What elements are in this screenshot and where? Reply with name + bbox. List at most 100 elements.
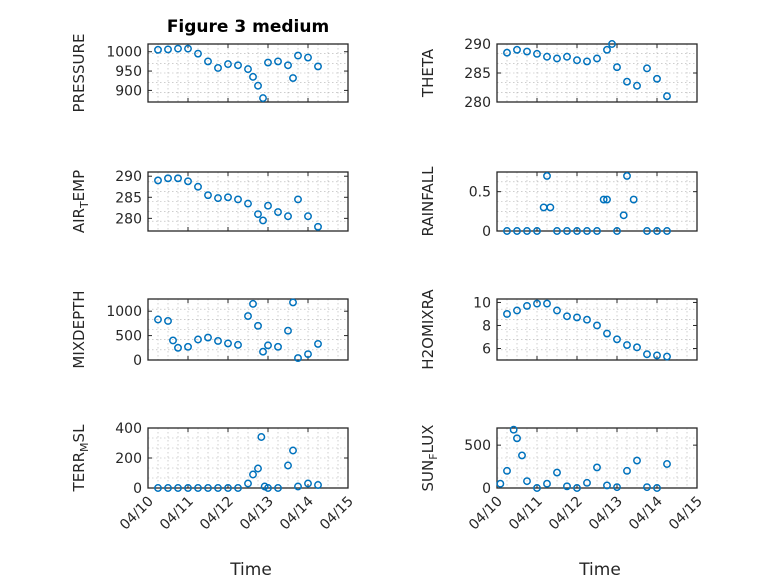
data-point bbox=[553, 306, 561, 315]
data-point bbox=[214, 484, 222, 492]
data-point bbox=[294, 51, 302, 60]
data-point bbox=[184, 484, 192, 492]
data-point bbox=[284, 61, 292, 70]
x-tick-label: 04/14 bbox=[277, 493, 317, 533]
data-point bbox=[653, 351, 661, 360]
data-point bbox=[304, 212, 312, 221]
y-tick-label: 0 bbox=[133, 481, 142, 497]
data-point bbox=[284, 326, 292, 335]
y-tick-label: 400 bbox=[115, 421, 142, 437]
data-point bbox=[289, 298, 297, 307]
data-point bbox=[304, 350, 312, 359]
data-point bbox=[274, 484, 282, 492]
data-point bbox=[546, 203, 555, 212]
data-point bbox=[533, 299, 541, 308]
x-axis-title: Time bbox=[229, 560, 272, 580]
data-point bbox=[264, 58, 272, 67]
data-point bbox=[518, 451, 526, 460]
y-axis-label: PRESSURE bbox=[70, 34, 88, 113]
data-point bbox=[513, 45, 521, 54]
data-point bbox=[214, 337, 222, 345]
data-point bbox=[633, 81, 641, 90]
data-point bbox=[573, 227, 581, 235]
data-point bbox=[154, 45, 162, 54]
data-point bbox=[623, 77, 631, 86]
data-point bbox=[304, 53, 312, 62]
data-point bbox=[663, 92, 671, 101]
data-point bbox=[214, 194, 222, 203]
data-point bbox=[314, 339, 322, 348]
panel-sun-flux: 04/10 04/11 04/12 04/13 04/14 04/15 0 500 SUNFLU… bbox=[419, 425, 706, 580]
data-point bbox=[643, 227, 651, 235]
data-point bbox=[244, 199, 252, 208]
y-axis-label: TERRMSL bbox=[70, 424, 91, 493]
data-point bbox=[214, 64, 222, 72]
data-point bbox=[653, 484, 661, 492]
data-point bbox=[553, 54, 561, 63]
data-point bbox=[633, 456, 641, 465]
data-point bbox=[653, 74, 661, 83]
data-point bbox=[619, 211, 628, 220]
axes-box bbox=[496, 298, 698, 361]
data-point bbox=[509, 425, 518, 434]
data-point bbox=[663, 227, 671, 235]
data-point bbox=[174, 44, 182, 53]
data-point bbox=[254, 464, 262, 473]
data-point bbox=[184, 44, 192, 53]
data-point bbox=[543, 52, 551, 61]
data-point bbox=[543, 299, 551, 308]
data-point bbox=[573, 56, 581, 65]
data-point bbox=[224, 484, 232, 492]
data-point bbox=[523, 227, 531, 235]
data-point bbox=[194, 484, 202, 492]
x-tick-label: 04/10 bbox=[117, 494, 157, 534]
data-point bbox=[244, 312, 252, 321]
data-point bbox=[533, 484, 541, 492]
data-point bbox=[294, 482, 302, 491]
data-point bbox=[274, 342, 282, 351]
data-point bbox=[643, 350, 651, 359]
y-axis-label: H2OMIXRA bbox=[419, 289, 437, 370]
axes-box bbox=[496, 427, 698, 489]
data-point bbox=[194, 49, 202, 58]
data-point bbox=[643, 64, 651, 73]
figure-title: Figure 3 medium bbox=[167, 17, 329, 37]
data-point bbox=[314, 222, 322, 231]
data-point bbox=[244, 479, 252, 488]
data-point bbox=[204, 191, 212, 200]
y-tick-label: 285 bbox=[464, 66, 491, 82]
data-point bbox=[249, 299, 257, 308]
data-point bbox=[294, 354, 302, 362]
data-point bbox=[164, 484, 172, 492]
data-point bbox=[513, 434, 521, 443]
data-point bbox=[543, 171, 551, 180]
y-tick-label: 0 bbox=[482, 481, 491, 497]
data-point bbox=[533, 227, 541, 235]
data-point bbox=[593, 227, 601, 235]
y-tick-label: 200 bbox=[115, 451, 142, 467]
y-tick-label: 1000 bbox=[106, 45, 142, 61]
data-point bbox=[274, 208, 282, 216]
x-tick-label: 04/15 bbox=[317, 494, 357, 534]
data-point bbox=[613, 227, 621, 235]
data-point bbox=[204, 333, 212, 342]
data-point bbox=[249, 470, 257, 479]
data-point bbox=[503, 310, 511, 318]
data-point bbox=[234, 340, 242, 349]
data-point bbox=[629, 195, 638, 204]
data-point bbox=[314, 62, 322, 71]
data-point bbox=[653, 227, 661, 235]
data-point bbox=[194, 182, 202, 191]
y-tick-label: 900 bbox=[115, 83, 142, 99]
data-point bbox=[613, 335, 621, 344]
data-point bbox=[254, 321, 262, 330]
data-point bbox=[169, 336, 177, 345]
data-point bbox=[603, 195, 611, 204]
data-point bbox=[593, 54, 601, 63]
data-point bbox=[623, 466, 631, 475]
y-tick-label: 0.5 bbox=[469, 185, 491, 201]
data-point bbox=[204, 484, 212, 492]
data-point bbox=[523, 47, 531, 56]
data-point bbox=[284, 461, 292, 470]
data-point bbox=[234, 484, 242, 492]
